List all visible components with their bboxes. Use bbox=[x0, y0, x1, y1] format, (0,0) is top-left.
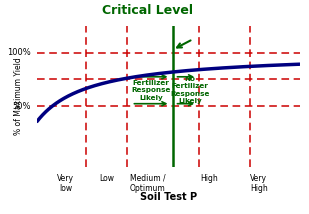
Text: Medium /
Optimum: Medium / Optimum bbox=[130, 174, 166, 193]
Text: High: High bbox=[201, 174, 218, 183]
Text: Critical Level: Critical Level bbox=[102, 4, 193, 17]
Text: No
Fertilizer
Response
Likely: No Fertilizer Response Likely bbox=[170, 76, 210, 104]
Text: Very
High: Very High bbox=[250, 174, 268, 193]
Text: Low: Low bbox=[99, 174, 114, 183]
Text: 50%: 50% bbox=[12, 102, 31, 111]
Text: % of Maximum Yield: % of Maximum Yield bbox=[14, 57, 23, 135]
Text: 100%: 100% bbox=[7, 48, 31, 57]
Text: Soil Test P: Soil Test P bbox=[140, 192, 197, 202]
Text: Very
low: Very low bbox=[57, 174, 74, 193]
Text: Fertilizer
Response
Likely: Fertilizer Response Likely bbox=[131, 80, 171, 101]
